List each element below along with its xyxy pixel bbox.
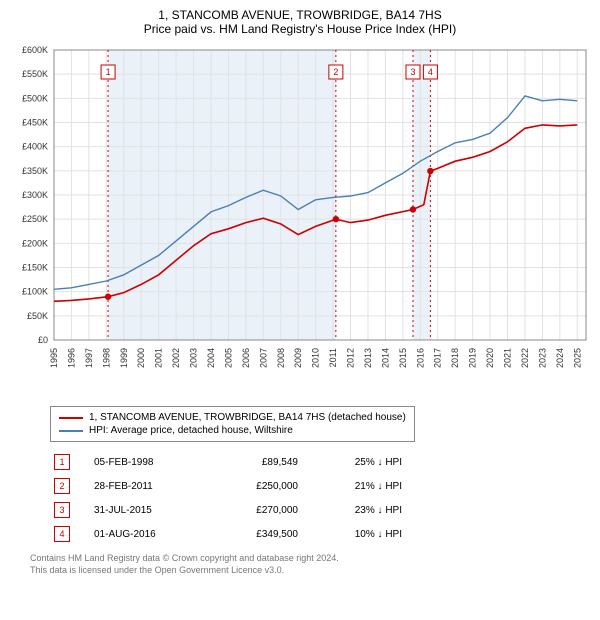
svg-text:£500K: £500K (22, 93, 48, 103)
svg-text:£450K: £450K (22, 118, 48, 128)
svg-text:2016: 2016 (415, 348, 425, 368)
sale-marker-icon: 1 (54, 454, 70, 470)
svg-text:2008: 2008 (276, 348, 286, 368)
svg-text:2011: 2011 (328, 348, 338, 367)
svg-text:1995: 1995 (49, 348, 59, 368)
sale-price: £89,549 (218, 457, 298, 468)
svg-text:2001: 2001 (154, 348, 164, 368)
sale-price: £349,500 (218, 529, 298, 540)
sale-pct: 25% ↓ HPI (322, 457, 402, 468)
svg-text:£350K: £350K (22, 166, 48, 176)
svg-text:£50K: £50K (27, 311, 48, 321)
sale-marker-icon: 3 (54, 502, 70, 518)
title-line-1: 1, STANCOMB AVENUE, TROWBRIDGE, BA14 7HS (10, 8, 590, 22)
svg-text:2009: 2009 (293, 348, 303, 368)
svg-text:1: 1 (106, 67, 111, 77)
sales-row: 1 05-FEB-1998 £89,549 25% ↓ HPI (54, 450, 570, 474)
sale-marker-icon: 2 (54, 478, 70, 494)
svg-text:£100K: £100K (22, 287, 48, 297)
legend-swatch (59, 430, 83, 432)
svg-text:1999: 1999 (119, 348, 129, 368)
svg-text:3: 3 (410, 67, 415, 77)
svg-text:2003: 2003 (189, 348, 199, 368)
svg-text:2013: 2013 (363, 348, 373, 368)
page: 1, STANCOMB AVENUE, TROWBRIDGE, BA14 7HS… (0, 0, 600, 576)
sales-row: 4 01-AUG-2016 £349,500 10% ↓ HPI (54, 522, 570, 546)
svg-text:£0: £0 (38, 335, 48, 345)
svg-text:2002: 2002 (171, 348, 181, 368)
sales-row: 2 28-FEB-2011 £250,000 21% ↓ HPI (54, 474, 570, 498)
svg-text:£550K: £550K (22, 69, 48, 79)
sales-table: 1 05-FEB-1998 £89,549 25% ↓ HPI 2 28-FEB-2011… (54, 450, 570, 546)
svg-text:£300K: £300K (22, 190, 48, 200)
legend-label: HPI: Average price, detached house, Wilt… (89, 425, 293, 436)
svg-text:£250K: £250K (22, 214, 48, 224)
sale-date: 05-FEB-1998 (94, 457, 194, 468)
svg-text:1997: 1997 (84, 348, 94, 368)
svg-text:2005: 2005 (223, 348, 233, 368)
svg-text:2007: 2007 (258, 348, 268, 368)
sale-price: £250,000 (218, 481, 298, 492)
sale-pct: 21% ↓ HPI (322, 481, 402, 492)
svg-text:2023: 2023 (537, 348, 547, 368)
svg-text:2020: 2020 (485, 348, 495, 368)
svg-text:£600K: £600K (22, 45, 48, 55)
svg-text:2022: 2022 (520, 348, 530, 368)
svg-text:2017: 2017 (433, 348, 443, 368)
sale-marker-icon: 4 (54, 526, 70, 542)
svg-text:1996: 1996 (66, 348, 76, 368)
svg-text:2021: 2021 (503, 348, 513, 368)
footer: Contains HM Land Registry data © Crown c… (30, 552, 570, 576)
svg-text:2015: 2015 (398, 348, 408, 368)
svg-text:4: 4 (428, 67, 433, 77)
svg-text:2024: 2024 (555, 348, 565, 368)
svg-text:1998: 1998 (101, 348, 111, 368)
svg-text:2012: 2012 (346, 348, 356, 368)
chart: £0 £50K £100K £150K £200K £250K £300K £350K £400… (0, 40, 600, 400)
svg-text:2: 2 (333, 67, 338, 77)
svg-text:2010: 2010 (311, 348, 321, 368)
legend-label: 1, STANCOMB AVENUE, TROWBRIDGE, BA14 7HS… (89, 412, 406, 423)
sale-pct: 23% ↓ HPI (322, 505, 402, 516)
sale-pct: 10% ↓ HPI (322, 529, 402, 540)
legend-swatch (59, 417, 83, 419)
svg-text:£400K: £400K (22, 142, 48, 152)
title-line-2: Price paid vs. HM Land Registry's House … (10, 22, 590, 36)
sale-date: 01-AUG-2016 (94, 529, 194, 540)
footer-line-1: Contains HM Land Registry data © Crown c… (30, 552, 570, 564)
svg-text:2018: 2018 (450, 348, 460, 368)
svg-text:£150K: £150K (22, 263, 48, 273)
legend-item: 1, STANCOMB AVENUE, TROWBRIDGE, BA14 7HS… (59, 411, 406, 424)
sale-price: £270,000 (218, 505, 298, 516)
footer-line-2: This data is licensed under the Open Gov… (30, 564, 570, 576)
chart-svg: £0 £50K £100K £150K £200K £250K £300K £350K £400… (0, 40, 600, 400)
legend-item: HPI: Average price, detached house, Wilt… (59, 424, 406, 437)
legend: 1, STANCOMB AVENUE, TROWBRIDGE, BA14 7HS… (50, 406, 415, 442)
svg-text:2019: 2019 (468, 348, 478, 368)
svg-text:2004: 2004 (206, 348, 216, 368)
svg-text:2025: 2025 (572, 348, 582, 368)
svg-text:2006: 2006 (241, 348, 251, 368)
sales-row: 3 31-JUL-2015 £270,000 23% ↓ HPI (54, 498, 570, 522)
sale-date: 31-JUL-2015 (94, 505, 194, 516)
title-block: 1, STANCOMB AVENUE, TROWBRIDGE, BA14 7HS… (0, 0, 600, 40)
sale-date: 28-FEB-2011 (94, 481, 194, 492)
svg-text:£200K: £200K (22, 238, 48, 248)
svg-text:2014: 2014 (380, 348, 390, 368)
svg-text:2000: 2000 (136, 348, 146, 368)
